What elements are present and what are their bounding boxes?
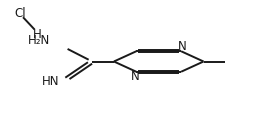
Text: Cl: Cl xyxy=(15,7,26,20)
Text: H: H xyxy=(33,28,41,41)
Text: H₂N: H₂N xyxy=(28,34,50,47)
Text: N: N xyxy=(131,70,140,83)
Text: N: N xyxy=(178,40,187,53)
Text: HN: HN xyxy=(41,75,59,88)
